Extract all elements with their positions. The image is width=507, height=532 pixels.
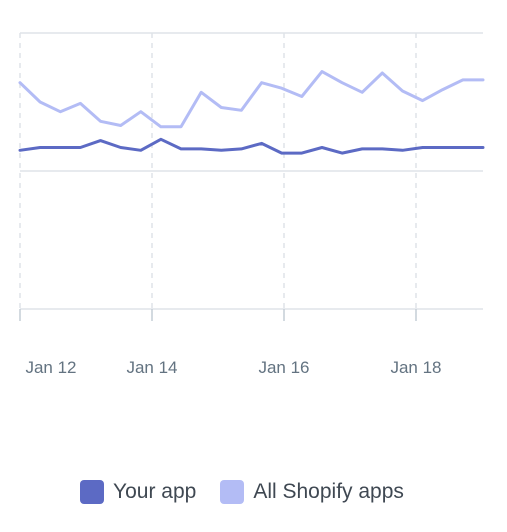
legend-label-your-app: Your app bbox=[113, 480, 197, 503]
x-axis-ticks: Jan 12 Jan 14 Jan 16 Jan 18 bbox=[19, 309, 442, 377]
series-lines bbox=[18, 70, 485, 155]
horizontal-gridlines bbox=[20, 32, 483, 310]
legend-item-your-app[interactable]: Your app bbox=[80, 480, 196, 504]
x-tick-label-3: Jan 18 bbox=[390, 358, 441, 377]
line-chart: Jan 12 Jan 14 Jan 16 Jan 18 bbox=[18, 32, 485, 377]
x-tick-label-2: Jan 16 bbox=[258, 358, 309, 377]
series-line-all-shopify-apps bbox=[18, 70, 485, 129]
vertical-gridlines bbox=[19, 33, 417, 309]
x-tick-label-1: Jan 14 bbox=[126, 358, 177, 377]
series-line-your-app bbox=[18, 137, 485, 155]
legend-label-all-shopify-apps: All Shopify apps bbox=[253, 480, 404, 503]
legend-swatch-your-app bbox=[80, 480, 104, 504]
chart-legend: Your app All Shopify apps bbox=[80, 480, 428, 504]
legend-item-all-shopify-apps[interactable]: All Shopify apps bbox=[220, 480, 404, 504]
x-tick-label-0: Jan 12 bbox=[25, 358, 76, 377]
legend-swatch-all-shopify-apps bbox=[220, 480, 245, 504]
